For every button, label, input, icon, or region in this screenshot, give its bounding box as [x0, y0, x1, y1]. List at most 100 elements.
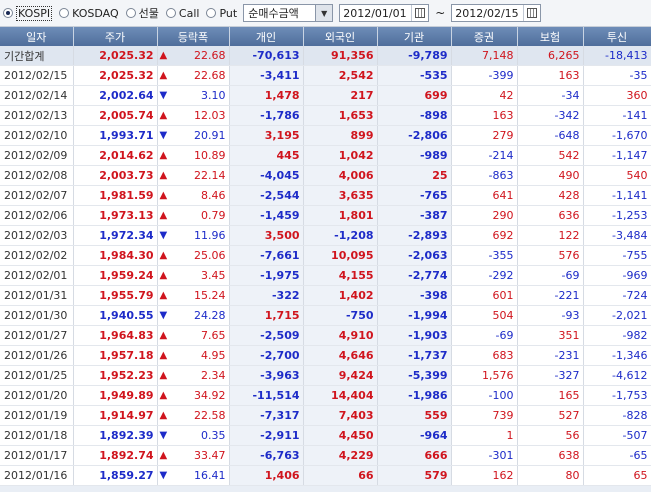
- table-row[interactable]: 2012/02/10 1,993.71 ▼ 20.91 3,195 899 -2,806 27…: [0, 125, 651, 146]
- investment-trust-cell: -1,753: [583, 385, 651, 406]
- table-row[interactable]: 2012/01/26 1,957.18 ▲ 4.95 -2,700 4,646 -1,737…: [0, 345, 651, 366]
- securities-cell: -292: [451, 265, 518, 286]
- radio-futures[interactable]: 선물: [125, 5, 159, 21]
- foreign-cell: 4,006: [303, 165, 378, 186]
- table-row[interactable]: 2012/01/17 1,892.74 ▲ 33.47 -6,763 4,229 666 -3…: [0, 445, 651, 466]
- securities-cell: 504: [451, 305, 518, 326]
- triangle-up-icon: ▲: [159, 449, 168, 461]
- radio-button[interactable]: [165, 8, 176, 18]
- insurance-cell: 122: [517, 225, 584, 246]
- securities-cell: 42: [451, 85, 518, 106]
- securities-cell: 692: [451, 225, 518, 246]
- insurance-cell: 56: [517, 425, 584, 446]
- radio-kosdaq[interactable]: KOSDAQ: [59, 7, 119, 20]
- table-row[interactable]: 2012/01/18 1,892.39 ▼ 0.35 -2,911 4,450 -964 1 5…: [0, 425, 651, 446]
- insurance-cell: -69: [517, 265, 584, 286]
- table-row[interactable]: 2012/02/02 1,984.30 ▲ 25.06 -7,661 10,095 -2,0…: [0, 245, 651, 266]
- table-row[interactable]: 2012/01/20 1,949.89 ▲ 34.92 -11,514 14,404 -1,…: [0, 385, 651, 406]
- foreign-cell: 1,653: [303, 105, 378, 126]
- start-calendar-button[interactable]: [411, 5, 428, 21]
- table-row[interactable]: 2012/01/16 1,859.27 ▼ 16.41 1,406 66 579 162 80 6…: [0, 465, 651, 486]
- institution-cell: 699: [377, 85, 452, 106]
- securities-cell: 1: [451, 425, 518, 446]
- change-value: 33.47: [194, 449, 226, 462]
- column-header[interactable]: 기관: [377, 27, 452, 46]
- change-value: 10.89: [194, 149, 226, 162]
- column-header[interactable]: 일자: [0, 27, 74, 46]
- insurance-cell: -342: [517, 105, 584, 126]
- change-value: 12.03: [194, 109, 226, 122]
- end-calendar-button[interactable]: [523, 5, 540, 21]
- change-value: 24.28: [194, 309, 226, 322]
- table-row[interactable]: 2012/02/07 1,981.59 ▲ 8.46 -2,544 3,635 -765 64…: [0, 185, 651, 206]
- amount-type-select[interactable]: 순매수금액 ▼: [243, 4, 334, 22]
- table-row[interactable]: 2012/02/14 2,002.64 ▼ 3.10 1,478 217 699 42 -34 3…: [0, 85, 651, 106]
- table-row[interactable]: 2012/01/30 1,940.55 ▼ 24.28 1,715 -750 -1,994 5…: [0, 305, 651, 326]
- price-cell: 1,892.39: [73, 425, 158, 446]
- change-cell: ▲ 34.92: [157, 385, 230, 406]
- table-row[interactable]: 2012/01/27 1,964.83 ▲ 7.65 -2,509 4,910 -1,903…: [0, 325, 651, 346]
- triangle-up-icon: ▲: [159, 69, 168, 81]
- radio-button[interactable]: [3, 8, 13, 18]
- column-header[interactable]: 외국인: [303, 27, 378, 46]
- table-row[interactable]: 2012/01/19 1,914.97 ▲ 22.58 -7,317 7,403 559 73…: [0, 405, 651, 426]
- securities-cell: 7,148: [451, 46, 518, 66]
- change-cell: ▲ 0.79: [157, 205, 230, 226]
- table-row[interactable]: 2012/02/09 2,014.62 ▲ 10.89 445 1,042 -989 -214…: [0, 145, 651, 166]
- triangle-up-icon: ▲: [159, 109, 168, 121]
- price-cell: 1,949.89: [73, 385, 158, 406]
- table-row[interactable]: 2012/02/03 1,972.34 ▼ 11.96 3,500 -1,208 -2,89…: [0, 225, 651, 246]
- radio-button[interactable]: [206, 8, 217, 18]
- radio-call[interactable]: Call: [165, 6, 200, 20]
- foreign-cell: 4,646: [303, 345, 378, 366]
- date-cell: 2012/01/26: [0, 345, 74, 366]
- summary-row[interactable]: 기간합계 2,025.32 ▲ 22.68 -70,613 91,356 -9,789 7,1…: [0, 46, 651, 66]
- change-cell: ▲ 2.34: [157, 365, 230, 386]
- radio-button[interactable]: [59, 8, 70, 18]
- table-row[interactable]: 2012/02/15 2,025.32 ▲ 22.68 -3,411 2,542 -535-…: [0, 65, 651, 86]
- column-header[interactable]: 증권: [451, 27, 518, 46]
- investment-trust-cell: -3,484: [583, 225, 651, 246]
- foreign-cell: 217: [303, 85, 378, 106]
- securities-cell: 163: [451, 105, 518, 126]
- radio-put[interactable]: Put: [206, 7, 237, 20]
- institution-cell: -1,737: [377, 345, 452, 366]
- change-cell: ▼ 20.91: [157, 125, 230, 146]
- triangle-down-icon: ▼: [159, 429, 168, 441]
- table-row[interactable]: 2012/01/25 1,952.23 ▲ 2.34 -3,963 9,424 -5,399…: [0, 365, 651, 386]
- column-header[interactable]: 보험: [517, 27, 584, 46]
- date-cell: 2012/02/14: [0, 85, 74, 106]
- individual-cell: -3,963: [229, 365, 304, 386]
- change-value: 11.96: [194, 229, 226, 242]
- date-cell: 2012/01/16: [0, 465, 74, 486]
- end-date-field[interactable]: 2012/02/15: [451, 4, 542, 22]
- column-header[interactable]: 주가: [73, 27, 158, 46]
- securities-cell: 601: [451, 285, 518, 306]
- table-row[interactable]: 2012/02/08 2,003.73 ▲ 22.14 -4,045 4,006 25 -86…: [0, 165, 651, 186]
- radio-button[interactable]: [125, 8, 136, 18]
- table-row[interactable]: 2012/02/01 1,959.24 ▲ 3.45 -1,975 4,155 -2,774…: [0, 265, 651, 286]
- date-cell: 2012/02/10: [0, 125, 74, 146]
- date-cell: 2012/02/02: [0, 245, 74, 266]
- foreign-cell: 4,450: [303, 425, 378, 446]
- column-header[interactable]: 등락폭: [157, 27, 230, 46]
- securities-cell: -863: [451, 165, 518, 186]
- change-cell: ▲ 8.46: [157, 185, 230, 206]
- change-value: 8.46: [201, 189, 226, 202]
- investment-trust-cell: -1,253: [583, 205, 651, 226]
- table-row[interactable]: 2012/01/31 1,955.79 ▲ 15.24 -322 1,402 -398 601…: [0, 285, 651, 306]
- start-date-field[interactable]: 2012/01/01: [339, 4, 430, 22]
- change-value: 0.79: [201, 209, 226, 222]
- column-header[interactable]: 투신: [583, 27, 651, 46]
- foreign-cell: 899: [303, 125, 378, 146]
- price-cell: 1,957.18: [73, 345, 158, 366]
- amount-type-value: 순매수금액: [248, 7, 299, 20]
- column-header[interactable]: 개인: [229, 27, 304, 46]
- securities-cell: 290: [451, 205, 518, 226]
- table-row[interactable]: 2012/02/13 2,005.74 ▲ 12.03 -1,786 1,653 -898 1…: [0, 105, 651, 126]
- chevron-down-icon[interactable]: ▼: [315, 5, 333, 21]
- radio-label-call: Call: [178, 6, 200, 20]
- change-cell: ▲ 22.58: [157, 405, 230, 426]
- radio-kospi[interactable]: KOSPI: [3, 5, 53, 21]
- table-row[interactable]: 2012/02/06 1,973.13 ▲ 0.79 -1,459 1,801 -387 29…: [0, 205, 651, 226]
